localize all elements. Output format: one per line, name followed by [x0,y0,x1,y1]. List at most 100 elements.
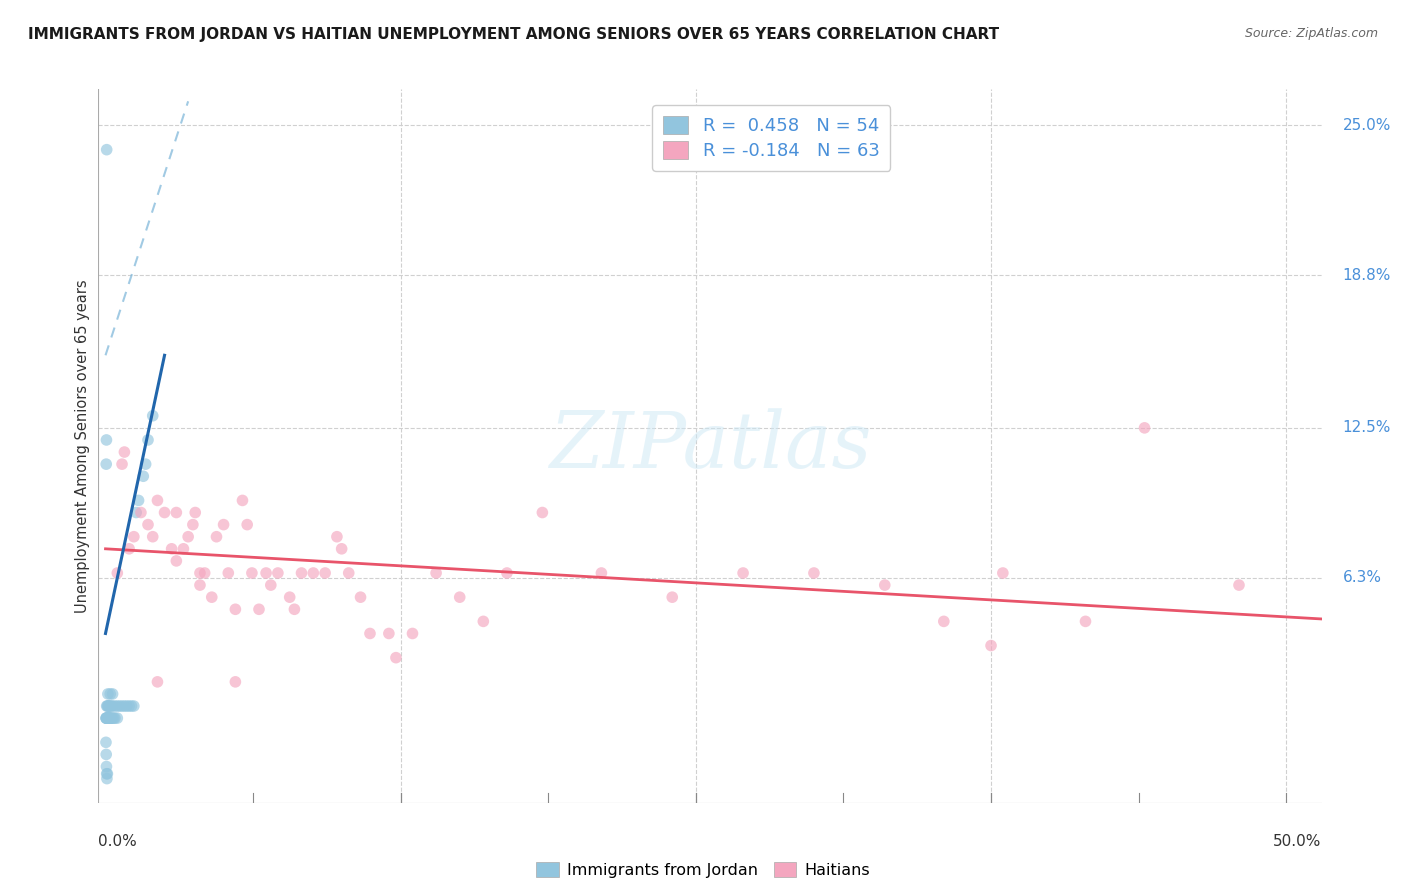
Point [96,747,118,762]
Point [96,711,118,725]
Text: 6.3%: 6.3% [1343,570,1382,585]
Point [101,687,124,701]
Point [96,143,118,157]
Point [160,541,183,556]
Point [290,566,312,580]
Point [224,674,246,689]
Point [932,615,955,629]
Point [146,493,169,508]
Point [991,566,1014,580]
Point [96,711,118,725]
Point [146,674,169,689]
Point [97,711,120,725]
Point [135,457,157,471]
Point [326,530,349,544]
Text: 0.0%: 0.0% [98,834,138,849]
Text: IMMIGRANTS FROM JORDAN VS HAITIAN UNEMPLOYMENT AMONG SENIORS OVER 65 YEARS CORRE: IMMIGRANTS FROM JORDAN VS HAITIAN UNEMPL… [28,27,1000,42]
Point [96,759,118,773]
Legend: Immigrants from Jordan, Haitians: Immigrants from Jordan, Haitians [530,855,876,884]
Point [98,711,121,725]
Point [105,711,128,725]
Point [96,711,118,725]
Point [1133,421,1156,435]
Point [142,409,165,423]
Point [96,711,118,725]
Point [96,711,118,725]
Point [980,639,1002,653]
Point [531,506,554,520]
Point [96,699,118,714]
Point [101,711,124,725]
Point [184,506,207,520]
Point [96,766,118,780]
Legend: R =  0.458   N = 54, R = -0.184   N = 63: R = 0.458 N = 54, R = -0.184 N = 63 [652,105,890,171]
Point [172,541,194,556]
Point [733,566,755,580]
Point [100,699,122,714]
Point [188,566,211,580]
Point [96,772,118,786]
Point [181,517,204,532]
Point [112,699,135,714]
Point [231,493,253,508]
Point [236,517,259,532]
Point [153,506,176,520]
Point [873,578,896,592]
Point [129,506,152,520]
Point [108,699,131,714]
Text: 18.8%: 18.8% [1343,268,1391,283]
Point [98,699,121,714]
Point [94,711,117,725]
Point [115,699,138,714]
Point [803,566,825,580]
Point [128,493,150,508]
Point [425,566,447,580]
Point [1227,578,1250,592]
Point [98,711,121,725]
Point [267,566,290,580]
Point [98,711,121,725]
Point [96,699,118,714]
Point [98,687,121,701]
Point [122,530,145,544]
Point [194,566,217,580]
Point [122,699,145,714]
Point [97,687,120,701]
Point [385,650,408,665]
Point [100,711,122,725]
Point [101,699,124,714]
Point [496,566,519,580]
Point [212,517,235,532]
Point [104,711,127,725]
Point [97,699,120,714]
Text: ZIPatlas: ZIPatlas [548,408,872,484]
Point [247,602,270,616]
Point [105,566,128,580]
Point [112,445,135,459]
Text: 50.0%: 50.0% [1274,834,1322,849]
Point [330,541,353,556]
Point [314,566,336,580]
Point [104,699,127,714]
Point [165,506,187,520]
Point [240,566,263,580]
Point [121,699,143,714]
Point [97,711,120,725]
Point [201,590,224,604]
Point [205,530,228,544]
Point [349,590,371,604]
Point [94,735,117,749]
Point [100,711,122,725]
Point [97,699,120,714]
Point [142,530,165,544]
Point [132,469,155,483]
Point [136,517,159,532]
Text: 12.5%: 12.5% [1343,420,1391,435]
Point [111,699,134,714]
Point [224,602,246,616]
Point [278,590,301,604]
Point [401,626,423,640]
Point [105,699,128,714]
Point [188,578,211,592]
Text: 25.0%: 25.0% [1343,118,1391,133]
